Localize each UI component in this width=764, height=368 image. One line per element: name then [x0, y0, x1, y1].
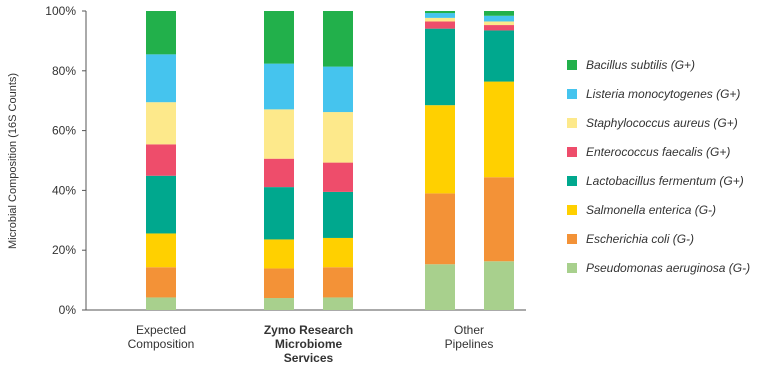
- legend-swatch: [567, 60, 577, 70]
- bar-segment: [146, 102, 176, 145]
- bar-segment: [146, 267, 176, 298]
- bar-segment: [264, 11, 294, 64]
- bar-segment: [264, 268, 294, 299]
- bar-segment: [484, 261, 514, 310]
- legend-label: Lactobacillus fermentum (G+): [586, 174, 744, 188]
- bar-segment: [323, 112, 353, 163]
- legend-swatch: [567, 263, 577, 273]
- category-label: Pipelines: [445, 337, 494, 351]
- y-tick-labels: 0% 20% 40% 60% 80% 100%: [45, 4, 86, 317]
- bar-segment: [425, 21, 455, 29]
- legend-swatch: [567, 118, 577, 128]
- bar-segment: [264, 158, 294, 188]
- legend-label: Staphylococcus aureus (G+): [586, 116, 738, 130]
- legend-swatch: [567, 176, 577, 186]
- bar-segment: [425, 105, 455, 194]
- legend-label: Enterococcus faecalis (G+): [586, 145, 730, 159]
- y-tick-label: 0%: [59, 303, 77, 317]
- y-tick-label: 20%: [52, 243, 76, 257]
- bar-segment: [146, 297, 176, 310]
- y-tick-label: 80%: [52, 64, 76, 78]
- legend-label: Escherichia coli (G-): [586, 232, 694, 246]
- category-label: Zymo Research: [264, 323, 353, 337]
- bar-segment: [264, 187, 294, 240]
- bar-segment: [484, 21, 514, 26]
- category-label: Other: [454, 323, 484, 337]
- bar-segment: [323, 191, 353, 238]
- legend-label: Salmonella enterica (G-): [586, 203, 716, 217]
- category-label: Services: [284, 351, 334, 365]
- legend-swatch: [567, 205, 577, 215]
- bar-segment: [425, 13, 455, 18]
- bar-segment: [146, 233, 176, 268]
- legend-label: Listeria monocytogenes (G+): [586, 87, 740, 101]
- category-label: Composition: [128, 337, 195, 351]
- bar-segment: [146, 11, 176, 55]
- legend-label: Pseudomonas aeruginosa (G-): [586, 261, 750, 275]
- bar-segment: [425, 17, 455, 22]
- bars-layer: [146, 11, 514, 310]
- bar-segment: [484, 177, 514, 262]
- bar-segment: [146, 54, 176, 103]
- y-tick-label: 100%: [45, 4, 76, 18]
- bar-segment: [323, 11, 353, 67]
- bar-segment: [484, 11, 514, 16]
- bar-segment: [484, 81, 514, 178]
- bar-segment: [264, 239, 294, 269]
- bar-segment: [264, 109, 294, 159]
- y-tick-label: 60%: [52, 124, 76, 138]
- category-label: Microbiome: [275, 337, 343, 351]
- legend: Bacillus subtilis (G+) Listeria monocytog…: [567, 58, 750, 275]
- bar-segment: [264, 298, 294, 310]
- bar-segment: [425, 264, 455, 310]
- y-axis-label: Microbial Composition (16S Counts): [7, 73, 19, 249]
- bar-segment: [323, 237, 353, 268]
- legend-swatch: [567, 89, 577, 99]
- bar-segment: [484, 25, 514, 31]
- bar-segment: [146, 175, 176, 234]
- bar-segment: [484, 30, 514, 82]
- bar-segment: [425, 11, 455, 14]
- legend-label: Bacillus subtilis (G+): [586, 58, 695, 72]
- bar-segment: [323, 297, 353, 310]
- legend-swatch: [567, 147, 577, 157]
- category-label: Expected: [136, 323, 186, 337]
- bar-segment: [264, 63, 294, 110]
- bar-segment: [323, 267, 353, 298]
- legend-swatch: [567, 234, 577, 244]
- bar-segment: [425, 193, 455, 265]
- y-tick-label: 40%: [52, 183, 76, 197]
- bar-segment: [425, 28, 455, 106]
- bar-segment: [484, 15, 514, 22]
- bar-segment: [323, 66, 353, 113]
- bar-segment: [323, 162, 353, 192]
- bar-segment: [146, 144, 176, 176]
